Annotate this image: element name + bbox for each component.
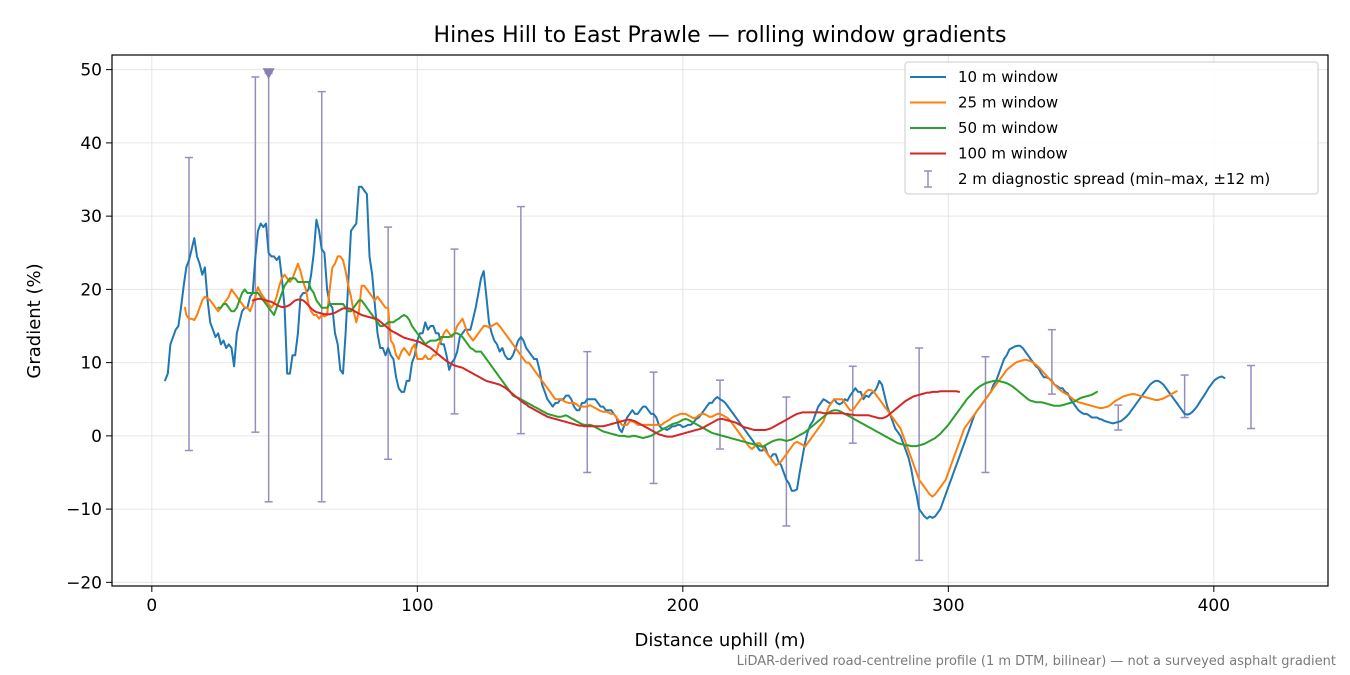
y-tick-label: 10 — [80, 354, 102, 374]
legend-label: 2 m diagnostic spread (min–max, ±12 m) — [958, 170, 1270, 188]
legend-label: 10 m window — [958, 68, 1058, 86]
legend-box — [904, 61, 1319, 195]
x-tick-label: 0 — [146, 596, 157, 616]
series-line — [251, 297, 960, 438]
y-tick-label: −10 — [66, 500, 102, 520]
series-line — [184, 255, 1178, 498]
series-lines — [164, 185, 1226, 520]
series-line — [164, 185, 1226, 520]
legend: 10 m window 25 m window 50 m window 100 m w… — [904, 61, 1319, 195]
y-tick-label: 20 — [80, 280, 102, 300]
y-tick-label: 0 — [91, 427, 102, 447]
x-tick-label: 300 — [932, 596, 964, 616]
y-axis-ticks: −20 −10 0 10 20 30 40 50 — [66, 61, 112, 593]
x-axis-label: Distance uphill (m) — [635, 630, 806, 651]
x-tick-label: 400 — [1198, 596, 1230, 616]
series-line — [217, 277, 1098, 448]
y-tick-label: 40 — [80, 134, 102, 154]
footnote: LiDAR-derived road-centreline profile (1… — [737, 654, 1336, 669]
x-tick-label: 200 — [667, 596, 699, 616]
y-tick-label: 50 — [80, 61, 102, 81]
x-tick-label: 100 — [401, 596, 433, 616]
chart-title: Hines Hill to East Prawle — rolling wind… — [434, 23, 1007, 48]
y-tick-label: −20 — [66, 573, 102, 593]
legend-label: 100 m window — [958, 145, 1068, 163]
legend-label: 25 m window — [958, 94, 1058, 112]
clipped-max-marker — [262, 68, 275, 80]
x-axis-ticks: 0 100 200 300 400 — [146, 586, 1230, 616]
y-tick-label: 30 — [80, 207, 102, 227]
plot-frame — [111, 54, 1329, 587]
legend-label: 50 m window — [958, 119, 1058, 137]
y-axis-label: Gradient (%) — [24, 263, 45, 378]
